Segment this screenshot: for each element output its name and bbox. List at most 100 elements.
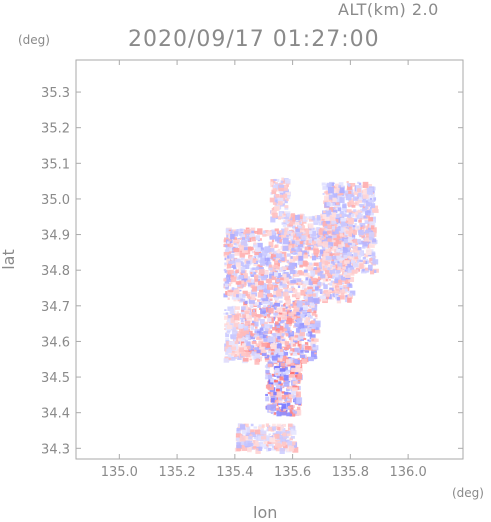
radar-cell bbox=[358, 213, 363, 219]
radar-cell bbox=[249, 304, 254, 309]
radar-cell bbox=[312, 285, 318, 292]
radar-cell bbox=[333, 272, 340, 278]
radar-cell bbox=[369, 221, 376, 228]
radar-cell bbox=[332, 197, 337, 203]
radar-cell bbox=[345, 230, 349, 234]
radar-cell bbox=[319, 291, 323, 294]
radar-cell bbox=[309, 302, 315, 306]
radar-cell bbox=[364, 199, 369, 203]
radar-cell bbox=[270, 397, 275, 403]
radar-cell bbox=[331, 203, 335, 206]
radar-cell bbox=[332, 230, 337, 235]
radar-cell bbox=[260, 247, 265, 251]
radar-cell bbox=[278, 311, 284, 317]
radar-cell bbox=[311, 253, 315, 256]
radar-cell bbox=[254, 251, 259, 256]
radar-cell bbox=[311, 324, 316, 329]
radar-cell bbox=[276, 253, 283, 259]
radar-cell bbox=[278, 351, 284, 356]
radar-cell bbox=[227, 241, 230, 244]
radar-cell bbox=[289, 425, 296, 431]
radar-cell bbox=[296, 300, 303, 308]
radar-cell bbox=[310, 270, 316, 276]
radar-cell bbox=[338, 185, 342, 189]
radar-cell bbox=[303, 338, 307, 340]
radar-cell bbox=[345, 272, 351, 278]
radar-cell bbox=[265, 374, 270, 380]
radar-cell bbox=[296, 278, 302, 282]
radar-cell bbox=[254, 281, 259, 287]
radar-cell bbox=[276, 356, 281, 361]
radar-cell bbox=[230, 233, 235, 240]
radar-cell bbox=[225, 312, 229, 315]
radar-cell bbox=[235, 433, 242, 438]
radar-cell bbox=[286, 369, 291, 373]
radar-cell bbox=[371, 252, 376, 257]
radar-cell bbox=[286, 198, 289, 202]
radar-cell bbox=[274, 297, 279, 301]
radar-cell bbox=[305, 317, 311, 322]
radar-cell bbox=[240, 337, 245, 342]
radar-cell bbox=[284, 302, 287, 305]
radar-cell bbox=[250, 274, 254, 277]
radar-cell bbox=[329, 230, 333, 234]
radar-cell bbox=[235, 238, 241, 243]
radar-cell bbox=[296, 397, 303, 404]
radar-cell bbox=[321, 236, 324, 239]
x-tick-label: 136.0 bbox=[390, 465, 427, 480]
radar-cell bbox=[336, 287, 340, 290]
radar-cell bbox=[244, 341, 247, 343]
radar-cell bbox=[227, 318, 233, 323]
radar-cell bbox=[268, 426, 273, 432]
radar-cell bbox=[327, 244, 331, 248]
radar-cell bbox=[277, 314, 284, 319]
radar-cell bbox=[260, 443, 267, 448]
radar-cell bbox=[366, 202, 372, 207]
radar-cell bbox=[346, 181, 349, 183]
radar-cell bbox=[326, 272, 331, 277]
radar-cell bbox=[237, 266, 243, 272]
radar-cell bbox=[237, 237, 241, 240]
radar-cell bbox=[251, 340, 257, 345]
radar-cell bbox=[323, 234, 327, 238]
radar-cell bbox=[367, 213, 371, 216]
radar-cell bbox=[231, 346, 237, 350]
radar-cell bbox=[326, 213, 331, 219]
radar-cell bbox=[317, 276, 322, 281]
radar-cell bbox=[314, 214, 319, 219]
radar-cell bbox=[348, 190, 352, 195]
radar-cell bbox=[236, 442, 242, 449]
radar-cell bbox=[304, 252, 308, 255]
radar-cell bbox=[265, 328, 269, 331]
radar-cell bbox=[283, 193, 288, 198]
radar-cell bbox=[236, 430, 241, 435]
radar-cell bbox=[226, 324, 233, 330]
radar-cell bbox=[361, 234, 365, 239]
radar-cell bbox=[247, 246, 253, 251]
radar-cell bbox=[259, 299, 263, 301]
radar-cell bbox=[288, 350, 294, 354]
radar-cell bbox=[322, 256, 326, 261]
radar-cell bbox=[303, 269, 308, 273]
radar-cell bbox=[245, 313, 250, 318]
radar-cell bbox=[291, 311, 297, 315]
radar-cell bbox=[268, 307, 274, 314]
radar-cell bbox=[278, 425, 284, 432]
radar-cell bbox=[255, 343, 260, 347]
radar-cell bbox=[231, 287, 235, 291]
radar-cell bbox=[226, 258, 231, 263]
radar-cell bbox=[299, 322, 305, 328]
radar-cell bbox=[261, 342, 268, 347]
radar-cell bbox=[334, 229, 339, 235]
radar-cell bbox=[262, 234, 267, 237]
radar-cell bbox=[267, 292, 272, 297]
radar-cell bbox=[309, 230, 313, 235]
radar-cell bbox=[318, 289, 323, 292]
radar-cell bbox=[227, 292, 233, 296]
radar-cell bbox=[233, 237, 238, 240]
radar-cell bbox=[270, 268, 276, 272]
radar-cell bbox=[324, 195, 330, 201]
radar-cell bbox=[284, 402, 291, 407]
radar-cell bbox=[275, 348, 280, 353]
radar-cell bbox=[246, 278, 253, 283]
